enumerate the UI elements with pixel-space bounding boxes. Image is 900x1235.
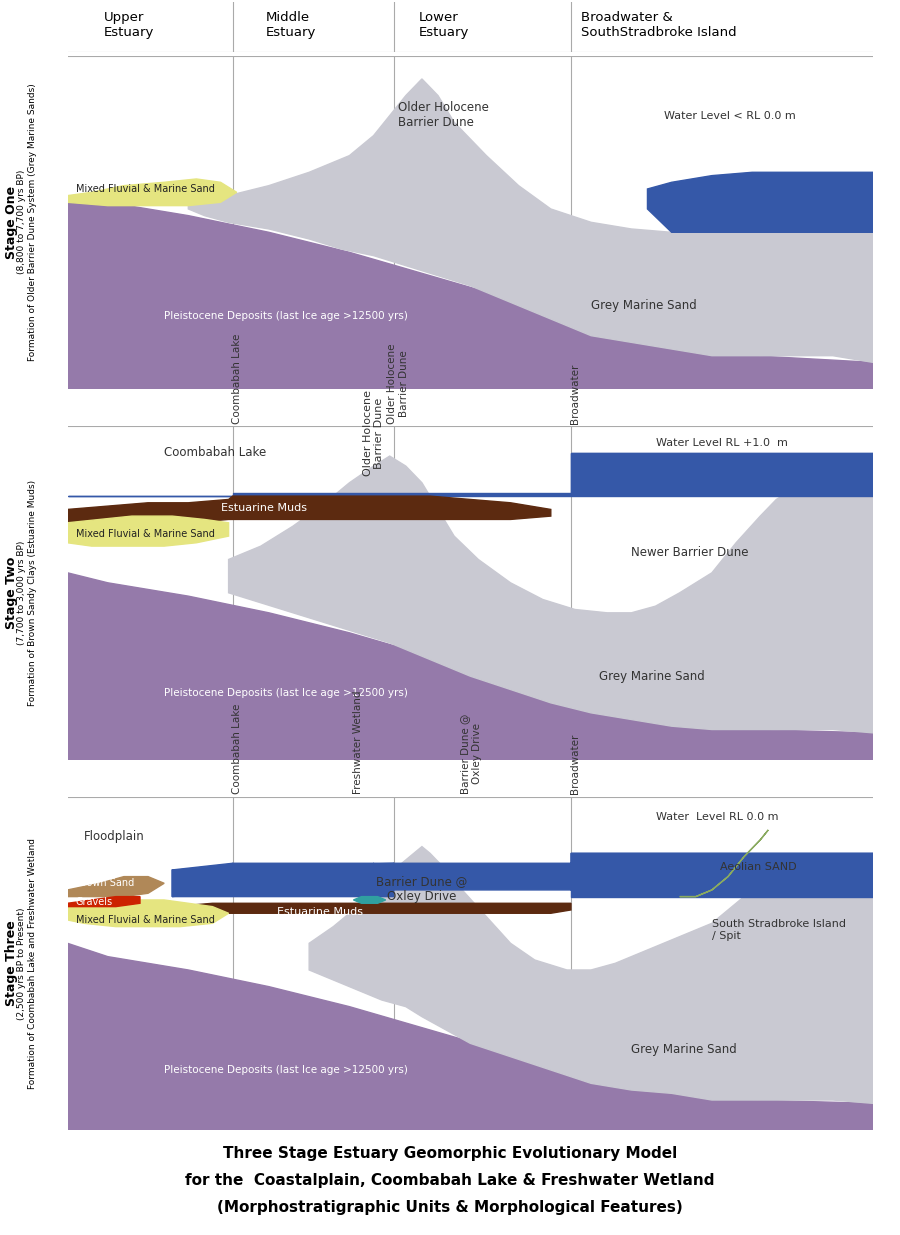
Text: (2,500 yrs BP to Present)
Formation of Coombabah Lake and Freshwater Wetland: (2,500 yrs BP to Present) Formation of C… [17,837,37,1089]
Polygon shape [68,516,229,546]
Text: Mixed Fluvial & Marine Sand: Mixed Fluvial & Marine Sand [76,530,214,540]
Text: Floodplain: Floodplain [84,830,144,844]
Text: (7,700 to 3,000 yrs BP)
Formation of Brown Sandy Clays (Estuarine Muds): (7,700 to 3,000 yrs BP) Formation of Bro… [17,479,37,706]
Text: (8,800 to 7,700 yrs BP)
Formation of Older Barrier Dune System (Grey Marine Sand: (8,800 to 7,700 yrs BP) Formation of Old… [17,84,37,361]
Text: Upper
Estuary: Upper Estuary [104,11,154,38]
Text: Middle
Estuary: Middle Estuary [266,11,316,38]
Polygon shape [68,496,551,522]
Text: Freshwater Wetland: Freshwater Wetland [353,690,363,794]
Polygon shape [68,944,873,1130]
Polygon shape [310,847,873,1103]
Text: Barrier Dune @
Oxley Drive: Barrier Dune @ Oxley Drive [376,876,468,903]
Text: Newer Barrier Dune: Newer Barrier Dune [631,546,749,559]
Text: Pleistocene Deposits (last Ice age >12500 yrs): Pleistocene Deposits (last Ice age >1250… [164,688,408,698]
Polygon shape [68,453,873,496]
Text: Grey Marine Sand: Grey Marine Sand [591,299,697,312]
Polygon shape [354,897,386,903]
Text: Mixed Fluvial & Marine Sand: Mixed Fluvial & Marine Sand [76,915,214,925]
Text: Lower
Estuary: Lower Estuary [418,11,469,38]
Text: Water  Level RL 0.0 m: Water Level RL 0.0 m [655,811,778,821]
Text: Mixed Fluvial & Marine Sand: Mixed Fluvial & Marine Sand [76,184,214,194]
Text: Broadwater &
SouthStradbroke Island: Broadwater & SouthStradbroke Island [580,11,736,38]
Text: Older Holocene
Barrier Dune: Older Holocene Barrier Dune [387,343,409,424]
Polygon shape [571,853,873,897]
Text: Older Holocene
Barrier Dune: Older Holocene Barrier Dune [363,390,384,475]
Text: Gravels: Gravels [76,897,112,906]
Polygon shape [172,903,571,920]
Text: Broadwater: Broadwater [571,363,580,424]
Text: Stage Three: Stage Three [5,920,18,1007]
Polygon shape [229,456,873,732]
Text: Grey Marine Sand: Grey Marine Sand [599,669,705,683]
Polygon shape [571,453,873,493]
Text: Stage One: Stage One [5,185,18,259]
Polygon shape [68,179,237,206]
Text: Coombabah Lake: Coombabah Lake [164,446,266,459]
Text: Water Level < RL 0.0 m: Water Level < RL 0.0 m [663,111,796,121]
Polygon shape [68,573,873,760]
Text: Older Holocene
Barrier Dune: Older Holocene Barrier Dune [398,101,489,128]
Text: Three Stage Estuary Geomorphic Evolutionary Model: Three Stage Estuary Geomorphic Evolution… [223,1146,677,1161]
Text: South Stradbroke Island
/ Spit: South Stradbroke Island / Spit [712,919,846,941]
Polygon shape [172,853,873,897]
Text: Estuarine Muds: Estuarine Muds [220,503,307,513]
Polygon shape [68,900,229,926]
Polygon shape [68,897,140,906]
Polygon shape [68,195,873,389]
Text: Broadwater: Broadwater [571,734,580,794]
Text: Coombabah Lake: Coombabah Lake [232,704,242,794]
Text: Barrier Dune @
Oxley Drive: Barrier Dune @ Oxley Drive [460,714,482,794]
Text: Grey Marine Sand: Grey Marine Sand [631,1044,737,1056]
Polygon shape [647,173,873,232]
Text: Coombabah Lake: Coombabah Lake [232,333,242,424]
Polygon shape [188,79,873,362]
Text: Aeolian SAND: Aeolian SAND [720,862,796,872]
Text: Water Level RL +1.0  m: Water Level RL +1.0 m [655,437,788,448]
Text: Stage Two: Stage Two [5,557,18,629]
Text: for the  Coastalplain, Coombabah Lake & Freshwater Wetland: for the Coastalplain, Coombabah Lake & F… [185,1173,715,1188]
Polygon shape [68,877,164,897]
Text: (Morphostratigraphic Units & Morphological Features): (Morphostratigraphic Units & Morphologic… [217,1200,683,1215]
Polygon shape [680,830,769,897]
Text: Estuarine Muds: Estuarine Muds [277,906,363,916]
Polygon shape [172,863,393,897]
Text: Pleistocene Deposits (last Ice age >12500 yrs): Pleistocene Deposits (last Ice age >1250… [164,311,408,321]
Text: Brown Sand: Brown Sand [76,878,134,888]
Text: Pleistocene Deposits (last Ice age >12500 yrs): Pleistocene Deposits (last Ice age >1250… [164,1065,408,1074]
